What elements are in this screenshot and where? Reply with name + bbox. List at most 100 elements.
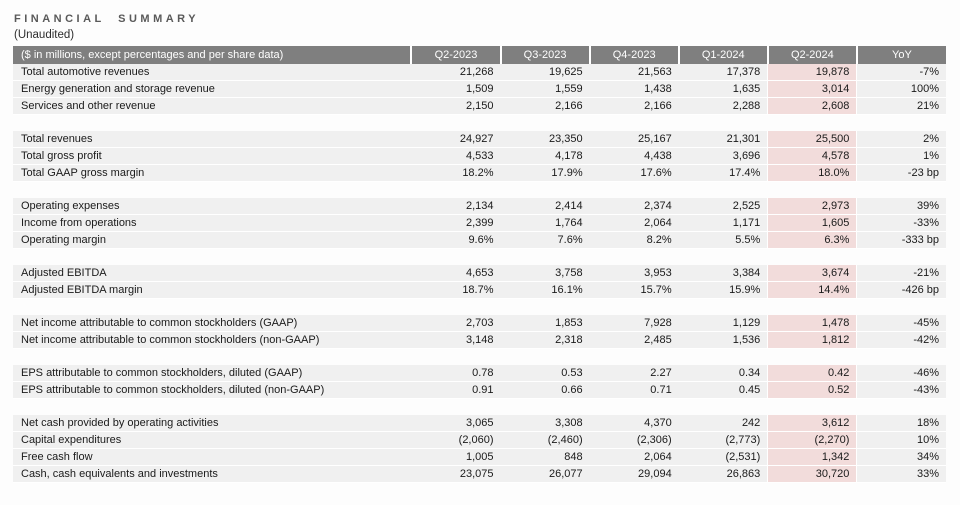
quarter-value-cell: 3,384 (678, 265, 768, 282)
table-row: Total gross profit 4,533 4,178 4,438 3,696 4,… (13, 147, 946, 165)
quarter-value-cell: (2,460) (500, 431, 590, 449)
quarter-value-cell: 0.53 (500, 365, 590, 382)
quarter-value-cell: 1,605 (767, 214, 858, 232)
table-row: EPS attributable to common stockholders,… (13, 365, 946, 382)
quarter-value-cell: (2,270) (767, 431, 858, 449)
quarter-value-cell: 21,563 (589, 64, 679, 81)
table-row: Energy generation and storage revenue 1,5… (13, 80, 946, 98)
spacer-cell (13, 249, 946, 266)
quarter-value-cell: 0.78 (411, 365, 501, 382)
table-row: Net cash provided by operating activitie… (13, 415, 946, 432)
row-label: Net income attributable to common stockh… (13, 315, 412, 332)
quarter-value-cell: 2.27 (589, 365, 679, 382)
yoy-value-cell: 100% (856, 80, 946, 98)
quarter-value-cell: 2,374 (589, 198, 679, 215)
spacer-row (13, 399, 946, 416)
quarter-value-cell: 15.7% (589, 281, 679, 299)
row-label: Net cash provided by operating activitie… (13, 415, 412, 432)
quarter-value-cell: 3,014 (767, 80, 858, 98)
quarter-value-cell: 1,559 (500, 80, 590, 98)
column-header-q2-2023: Q2-2023 (410, 46, 501, 64)
quarter-value-cell: 3,065 (411, 415, 501, 432)
quarter-value-cell: 1,478 (767, 315, 858, 332)
spacer-cell (13, 349, 946, 366)
table-row: Income from operations 2,399 1,764 2,064 1,1… (13, 214, 946, 232)
column-header-q3-2023: Q3-2023 (499, 46, 590, 64)
quarter-value-cell: 9.6% (411, 231, 501, 249)
yoy-value-cell: 2% (856, 131, 946, 148)
quarter-value-cell: 17.6% (589, 164, 679, 182)
row-label: Free cash flow (13, 448, 412, 466)
row-label: Income from operations (13, 214, 412, 232)
quarter-value-cell: 2,064 (589, 214, 679, 232)
quarter-value-cell: 7,928 (589, 315, 679, 332)
yoy-value-cell: 34% (856, 448, 946, 466)
page-subtitle: (Unaudited) (14, 29, 75, 41)
quarter-value-cell: 0.66 (500, 381, 590, 399)
column-header-q1-2024: Q1-2024 (677, 46, 768, 64)
quarter-value-cell: 30,720 (767, 465, 858, 483)
yoy-value-cell: -46% (856, 365, 946, 382)
quarter-value-cell: 1,005 (411, 448, 501, 466)
spacer-cell (13, 299, 946, 316)
yoy-value-cell: 10% (856, 431, 946, 449)
row-label: Total GAAP gross margin (13, 164, 412, 182)
quarter-value-cell: 18.7% (411, 281, 501, 299)
yoy-value-cell: 21% (856, 97, 946, 115)
table-row: Capital expenditures (2,060) (2,460) (2,306… (13, 431, 946, 449)
quarter-value-cell: 4,178 (500, 147, 590, 165)
table-row: Services and other revenue 2,150 2,166 2,16… (13, 97, 946, 115)
quarter-value-cell: 3,674 (767, 265, 858, 282)
quarter-value-cell: 1,635 (678, 80, 768, 98)
quarter-value-cell: 3,148 (411, 331, 501, 349)
header-units-label: ($ in millions, except percentages and p… (13, 46, 412, 64)
quarter-value-cell: 2,703 (411, 315, 501, 332)
row-label: Adjusted EBITDA margin (13, 281, 412, 299)
yoy-value-cell: -43% (856, 381, 946, 399)
column-header-q2-2024: Q2-2024 (766, 46, 857, 64)
table-row: Total automotive revenues 21,268 19,625 21,… (13, 64, 946, 81)
quarter-value-cell: 0.34 (678, 365, 768, 382)
quarter-value-cell: 2,288 (678, 97, 768, 115)
page-title: FINANCIAL SUMMARY (14, 13, 200, 25)
quarter-value-cell: 3,612 (767, 415, 858, 432)
quarter-value-cell: 1,812 (767, 331, 858, 349)
table-row: Operating margin 9.6% 7.6% 8.2% 5.5% 6.3% -333… (13, 231, 946, 249)
quarter-value-cell: 23,350 (500, 131, 590, 148)
quarter-value-cell: 0.45 (678, 381, 768, 399)
quarter-value-cell: 25,167 (589, 131, 679, 148)
quarter-value-cell: 0.42 (767, 365, 858, 382)
yoy-value-cell: -426 bp (856, 281, 946, 299)
spacer-row (13, 349, 946, 366)
quarter-value-cell: (2,060) (411, 431, 501, 449)
quarter-value-cell: 26,863 (678, 465, 768, 483)
table-row: Total GAAP gross margin 18.2% 17.9% 17.6% 17… (13, 164, 946, 182)
quarter-value-cell: 17.4% (678, 164, 768, 182)
row-label: Total gross profit (13, 147, 412, 165)
quarter-value-cell: 26,077 (500, 465, 590, 483)
quarter-value-cell: 23,075 (411, 465, 501, 483)
quarter-value-cell: 5.5% (678, 231, 768, 249)
row-label: Adjusted EBITDA (13, 265, 412, 282)
quarter-value-cell: 4,653 (411, 265, 501, 282)
row-label: Operating expenses (13, 198, 412, 215)
quarter-value-cell: 7.6% (500, 231, 590, 249)
quarter-value-cell: 242 (678, 415, 768, 432)
quarter-value-cell: 18.0% (767, 164, 858, 182)
quarter-value-cell: 18.2% (411, 164, 501, 182)
quarter-value-cell: 2,166 (589, 97, 679, 115)
row-label: Operating margin (13, 231, 412, 249)
financial-summary-table: ($ in millions, except percentages and p… (13, 46, 946, 483)
quarter-value-cell: 2,150 (411, 97, 501, 115)
yoy-value-cell: 18% (856, 415, 946, 432)
quarter-value-cell: 21,301 (678, 131, 768, 148)
spacer-row (13, 115, 946, 132)
quarter-value-cell: 2,318 (500, 331, 590, 349)
yoy-value-cell: 39% (856, 198, 946, 215)
quarter-value-cell: 1,536 (678, 331, 768, 349)
quarter-value-cell: 19,878 (767, 64, 858, 81)
quarter-value-cell: 0.52 (767, 381, 858, 399)
quarter-value-cell: (2,306) (589, 431, 679, 449)
table-row: Net income attributable to common stockh… (13, 331, 946, 349)
